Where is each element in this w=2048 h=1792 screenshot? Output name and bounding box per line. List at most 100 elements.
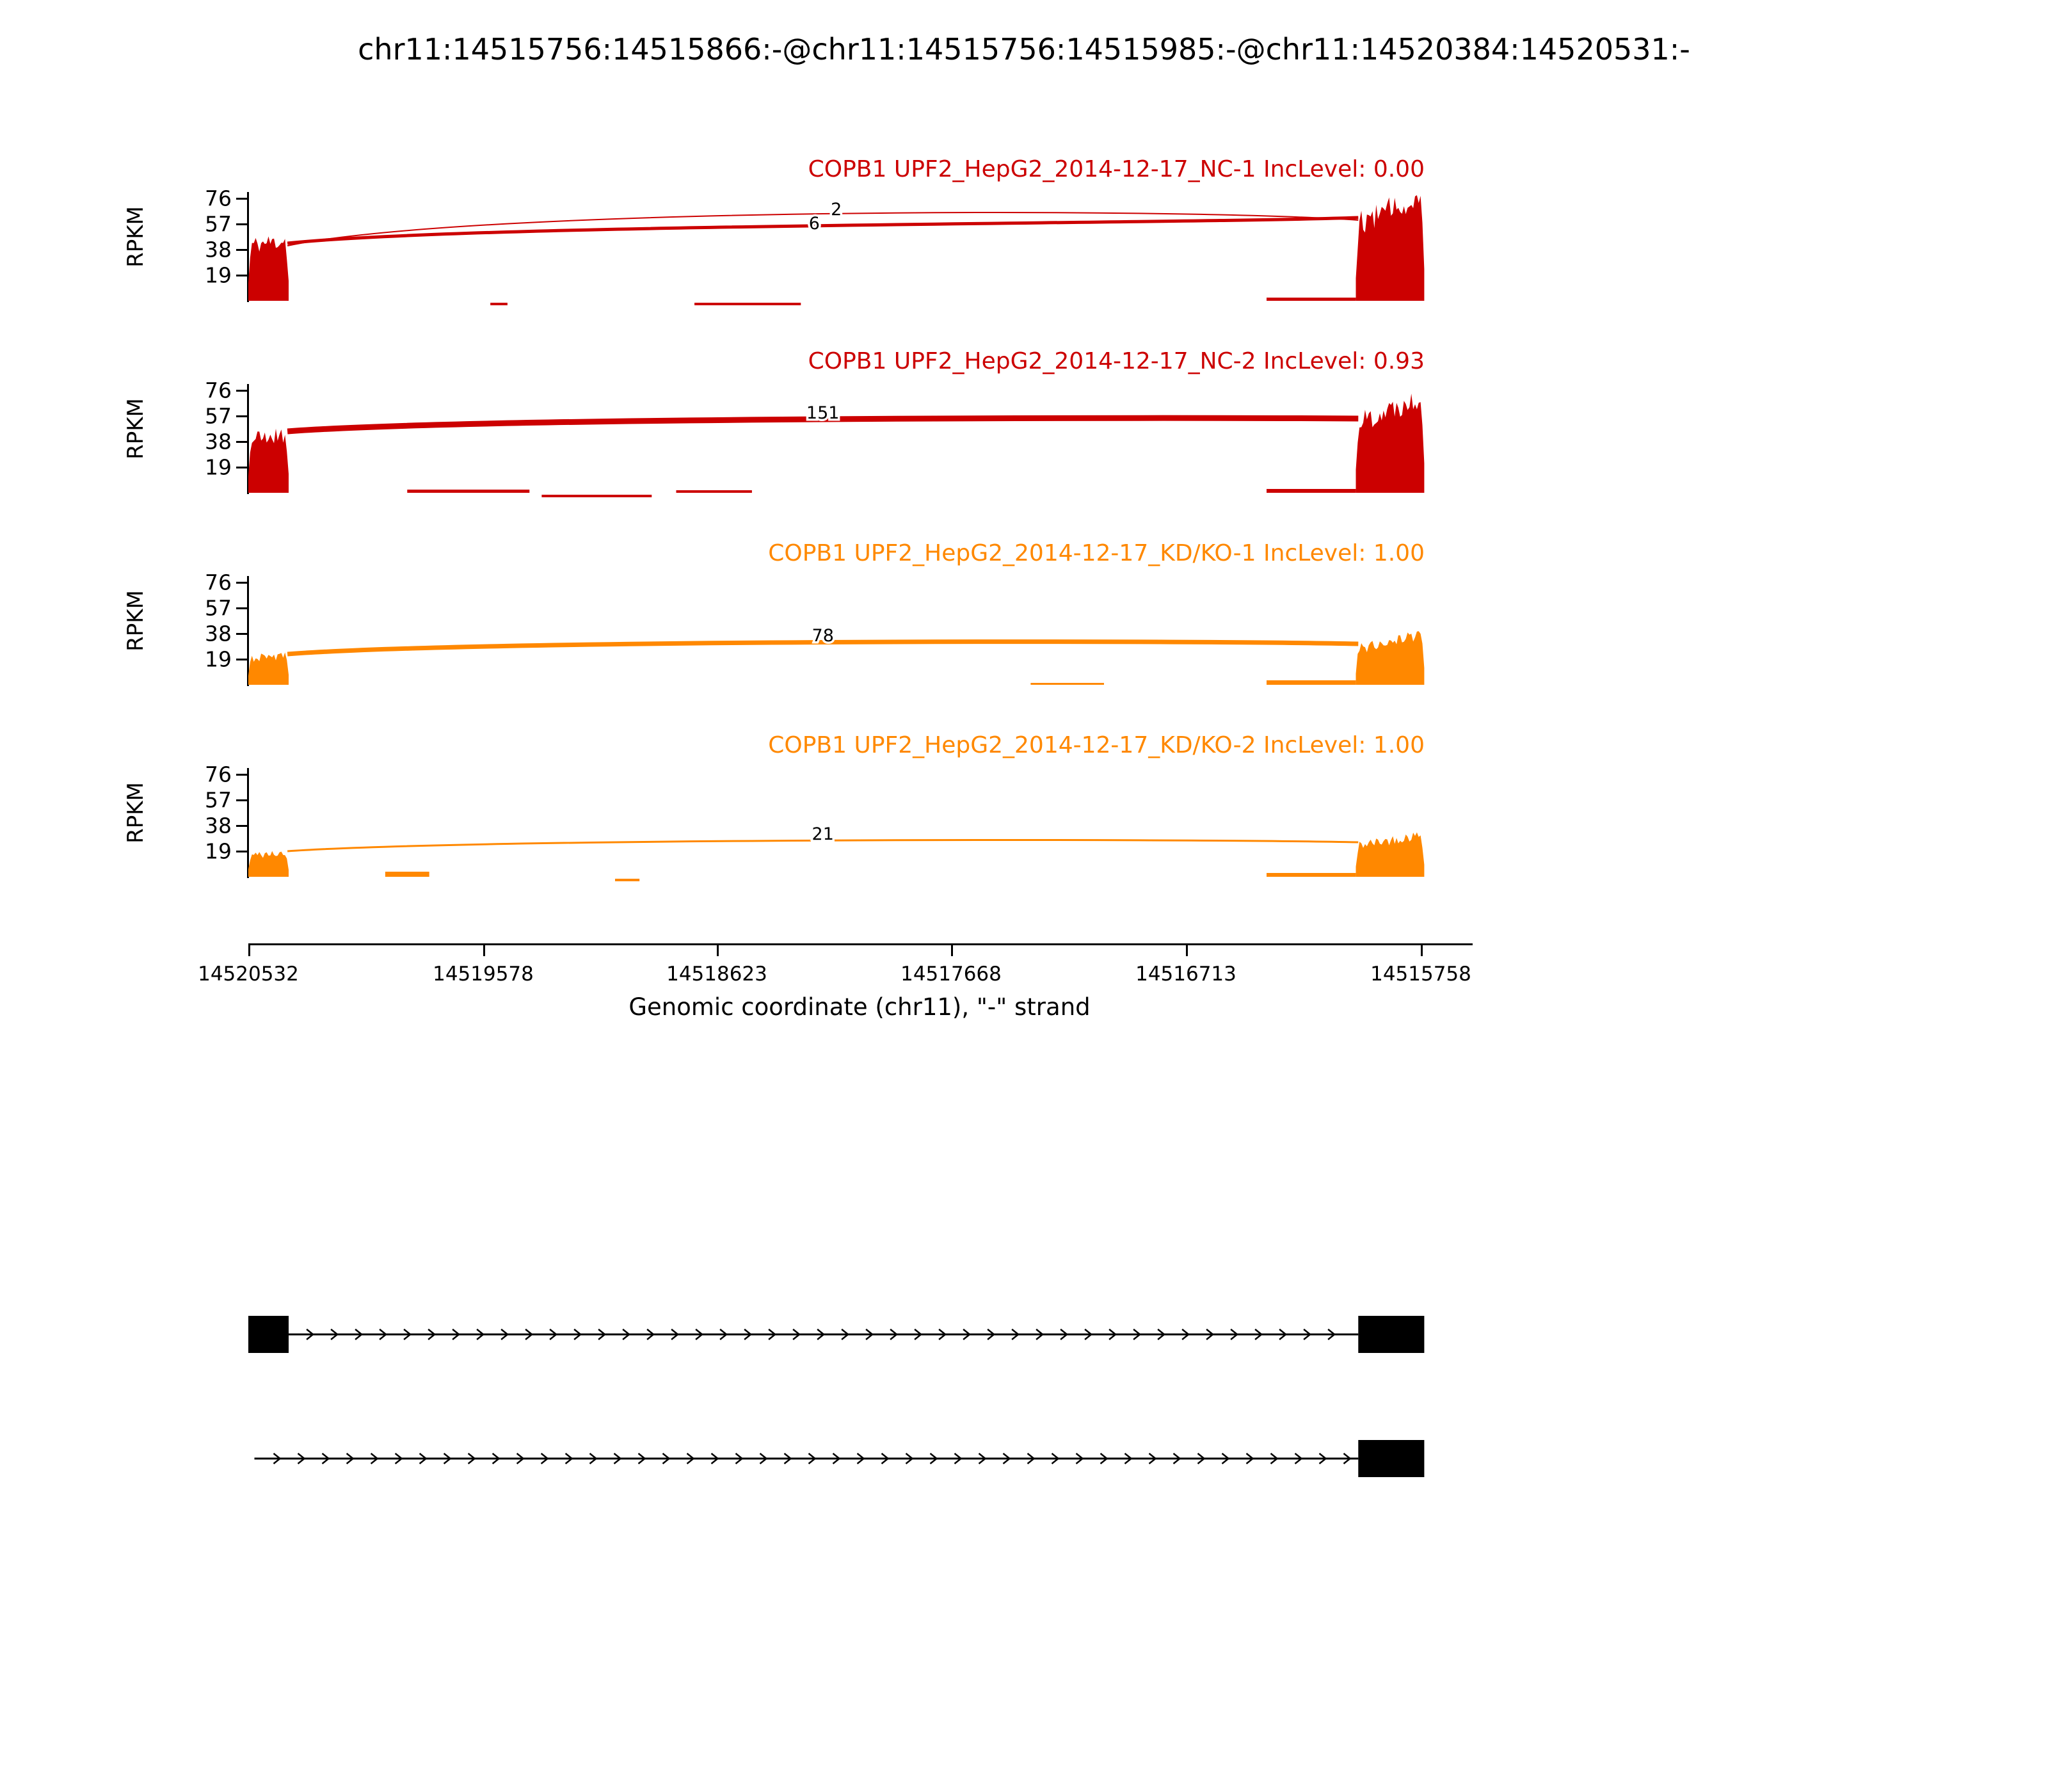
strand-arrow — [1294, 1453, 1303, 1464]
y-tick-label: 76 — [205, 186, 232, 211]
strand-arrow — [589, 1453, 598, 1464]
coverage-peak — [248, 236, 289, 301]
strand-arrow — [273, 1453, 282, 1464]
strand-arrow — [719, 1329, 728, 1340]
x-tick-mark — [248, 945, 250, 956]
coverage-peak — [248, 851, 289, 877]
y-tick-mark — [236, 774, 248, 776]
sashimi-track-nc-1: COPB1 UPF2_HepG2_2014-12-17_NC-1 IncLeve… — [0, 156, 2048, 330]
sashimi-track-nc-2: COPB1 UPF2_HepG2_2014-12-17_NC-2 IncLeve… — [0, 348, 2048, 522]
y-tick-mark — [236, 582, 248, 584]
strand-arrow — [865, 1329, 874, 1340]
strand-arrow — [963, 1329, 972, 1340]
x-tick-mark — [717, 945, 719, 956]
junction-arc — [287, 212, 1359, 246]
x-axis-line — [248, 943, 1473, 945]
y-tick-mark — [236, 223, 248, 225]
y-tick-label: 76 — [205, 762, 232, 787]
y-tick-label: 57 — [205, 403, 232, 429]
x-tick-label: 14515758 — [1370, 963, 1471, 986]
strand-arrow — [613, 1453, 622, 1464]
strand-arrow — [938, 1329, 947, 1340]
y-axis-line — [247, 192, 249, 302]
y-tick-mark — [236, 851, 248, 852]
coverage-plot: 151 — [248, 394, 1425, 497]
coverage-peak — [248, 652, 289, 685]
y-axis-line — [247, 384, 249, 494]
strand-arrow — [1157, 1329, 1166, 1340]
strand-arrow — [1148, 1453, 1157, 1464]
low-coverage-region — [1267, 298, 1356, 301]
strand-arrow — [330, 1329, 339, 1340]
strand-arrow — [476, 1329, 485, 1340]
y-tick-mark — [236, 198, 248, 200]
strand-arrow — [394, 1453, 403, 1464]
strand-arrow — [1124, 1453, 1133, 1464]
strand-arrow — [744, 1329, 753, 1340]
transcript-diagram — [248, 1316, 1425, 1477]
track-title: COPB1 UPF2_HepG2_2014-12-17_KD/KO-2 IncL… — [768, 732, 1425, 758]
junction-count-label: 2 — [831, 200, 842, 220]
strand-arrow — [735, 1453, 744, 1464]
strand-arrow — [881, 1453, 890, 1464]
strand-arrow — [792, 1329, 801, 1340]
y-tick-mark — [236, 275, 248, 276]
junction-count-label: 6 — [809, 214, 820, 234]
y-tick-mark — [236, 441, 248, 443]
low-coverage-region — [1267, 680, 1356, 685]
strand-arrow — [467, 1453, 476, 1464]
strand-arrow — [978, 1453, 987, 1464]
strand-arrow — [297, 1453, 306, 1464]
strand-arrow — [808, 1453, 817, 1464]
strand-arrow — [1108, 1329, 1117, 1340]
strand-arrow — [841, 1329, 850, 1340]
strand-arrow — [1245, 1453, 1254, 1464]
y-tick-mark — [236, 659, 248, 660]
strand-arrow — [540, 1453, 549, 1464]
strand-arrow — [500, 1329, 509, 1340]
y-axis-title: RPKM — [123, 590, 148, 652]
strand-arrow — [1206, 1329, 1215, 1340]
strand-arrow — [1327, 1329, 1336, 1340]
junction-count-label: 151 — [806, 403, 840, 423]
strand-arrow — [710, 1453, 719, 1464]
sashimi-track-kdko-1: COPB1 UPF2_HepG2_2014-12-17_KD/KO-1 IncL… — [0, 540, 2048, 714]
coverage-peak — [1356, 631, 1425, 685]
y-axis-line — [247, 768, 249, 878]
strand-arrow — [1230, 1329, 1239, 1340]
y-tick-label: 38 — [205, 237, 232, 262]
baseline-noise — [615, 879, 640, 881]
strand-arrow — [1036, 1329, 1044, 1340]
y-axis-line — [247, 576, 249, 686]
strand-arrow — [1011, 1329, 1020, 1340]
strand-arrow — [622, 1329, 631, 1340]
y-tick-label: 38 — [205, 429, 232, 454]
y-tick-label: 38 — [205, 621, 232, 646]
strand-arrow — [890, 1329, 899, 1340]
strand-arrow — [321, 1453, 330, 1464]
y-tick-label: 19 — [205, 262, 232, 288]
strand-arrow — [1181, 1329, 1190, 1340]
strand-arrow — [832, 1453, 841, 1464]
y-tick-mark — [236, 825, 248, 827]
strand-arrow — [428, 1329, 436, 1340]
strand-arrow — [598, 1329, 607, 1340]
y-tick-label: 19 — [205, 646, 232, 672]
strand-arrow — [662, 1453, 671, 1464]
strand-arrow — [768, 1329, 777, 1340]
coverage-plot: 62 — [248, 195, 1425, 305]
strand-arrow — [549, 1329, 558, 1340]
y-tick-label: 57 — [205, 211, 232, 237]
y-tick-mark — [236, 390, 248, 392]
page-title: chr11:14515756:14515866:-@chr11:14515756… — [358, 32, 1690, 67]
junction-arc — [287, 415, 1359, 435]
strand-arrow — [573, 1329, 582, 1340]
strand-arrow — [379, 1329, 388, 1340]
y-axis-title: RPKM — [123, 398, 148, 460]
x-tick-label: 14518623 — [666, 963, 767, 986]
strand-arrow — [443, 1453, 452, 1464]
junction-arc — [287, 639, 1359, 657]
strand-arrow — [1303, 1329, 1312, 1340]
y-tick-mark — [236, 607, 248, 609]
